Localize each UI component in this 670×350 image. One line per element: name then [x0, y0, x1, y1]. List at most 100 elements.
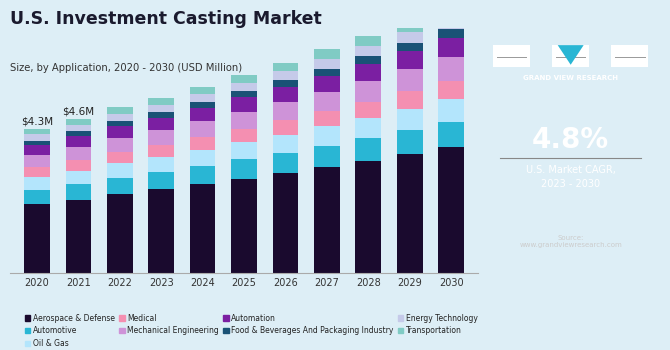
Bar: [438, 38, 464, 57]
Bar: [66, 119, 91, 125]
Bar: [397, 21, 423, 32]
Bar: [24, 145, 50, 155]
Bar: [107, 178, 133, 194]
Bar: [148, 172, 174, 189]
Bar: [66, 171, 91, 184]
Bar: [66, 160, 91, 171]
Bar: [148, 98, 174, 105]
Bar: [148, 118, 174, 130]
Text: 4.8%: 4.8%: [532, 126, 609, 154]
Bar: [438, 17, 464, 29]
Bar: [24, 141, 50, 145]
Bar: [397, 51, 423, 69]
Bar: [66, 131, 91, 136]
Bar: [273, 71, 298, 80]
Bar: [107, 194, 133, 273]
Bar: [107, 113, 133, 121]
Bar: [190, 184, 216, 273]
Bar: [397, 154, 423, 273]
Bar: [273, 87, 298, 102]
Bar: [107, 152, 133, 163]
Bar: [314, 49, 340, 59]
Bar: [273, 120, 298, 135]
Bar: [107, 107, 133, 113]
Bar: [190, 166, 216, 184]
Bar: [148, 157, 174, 172]
Bar: [148, 105, 174, 112]
Bar: [231, 142, 257, 159]
Bar: [66, 147, 91, 160]
Text: Size, by Application, 2020 - 2030 (USD Million): Size, by Application, 2020 - 2030 (USD M…: [10, 63, 242, 73]
Bar: [231, 91, 257, 98]
Bar: [273, 153, 298, 173]
Bar: [24, 190, 50, 204]
Bar: [190, 150, 216, 166]
Bar: [148, 130, 174, 145]
Bar: [24, 129, 50, 134]
Bar: [190, 94, 216, 102]
Bar: [66, 184, 91, 200]
Bar: [24, 177, 50, 190]
Bar: [190, 137, 216, 150]
Bar: [356, 102, 381, 118]
Bar: [66, 125, 91, 131]
Bar: [107, 163, 133, 178]
Bar: [231, 98, 257, 112]
Bar: [314, 146, 340, 167]
Bar: [356, 64, 381, 81]
Bar: [397, 108, 423, 130]
Bar: [356, 46, 381, 56]
Bar: [314, 92, 340, 111]
Bar: [314, 111, 340, 126]
Bar: [66, 199, 91, 273]
Bar: [148, 189, 174, 273]
Bar: [273, 102, 298, 120]
Bar: [24, 167, 50, 177]
Bar: [438, 57, 464, 80]
Bar: [397, 130, 423, 154]
Bar: [356, 138, 381, 161]
Bar: [24, 134, 50, 141]
Bar: [438, 29, 464, 38]
Bar: [314, 59, 340, 69]
Bar: [356, 36, 381, 46]
Bar: [273, 135, 298, 153]
Bar: [397, 91, 423, 108]
Bar: [314, 69, 340, 76]
Legend: Aerospace & Defense, Automotive, Oil & Gas, Medical, Mechanical Engineering, Aut: Aerospace & Defense, Automotive, Oil & G…: [23, 312, 479, 350]
Bar: [273, 173, 298, 273]
Bar: [397, 69, 423, 91]
Bar: [231, 75, 257, 83]
Bar: [438, 122, 464, 147]
Text: GRAND VIEW RESEARCH: GRAND VIEW RESEARCH: [523, 75, 618, 80]
Bar: [356, 161, 381, 273]
Bar: [397, 43, 423, 51]
Bar: [273, 80, 298, 87]
Bar: [24, 155, 50, 167]
Bar: [107, 138, 133, 152]
Bar: [190, 87, 216, 94]
Bar: [438, 99, 464, 122]
Text: Source:
www.grandviewresearch.com: Source: www.grandviewresearch.com: [519, 234, 622, 248]
Bar: [314, 76, 340, 92]
Bar: [438, 6, 464, 17]
Bar: [314, 167, 340, 273]
FancyBboxPatch shape: [612, 45, 649, 67]
Bar: [231, 178, 257, 273]
Bar: [231, 83, 257, 91]
Bar: [356, 81, 381, 102]
Bar: [190, 102, 216, 108]
Bar: [24, 204, 50, 273]
Bar: [66, 136, 91, 147]
Text: $4.3M: $4.3M: [21, 117, 53, 127]
Text: U.S. Investment Casting Market: U.S. Investment Casting Market: [10, 10, 322, 28]
Text: $4.6M: $4.6M: [62, 107, 94, 117]
Bar: [356, 118, 381, 138]
Bar: [148, 145, 174, 157]
Bar: [107, 126, 133, 138]
Bar: [356, 56, 381, 64]
Bar: [231, 112, 257, 129]
Bar: [397, 32, 423, 43]
Polygon shape: [557, 45, 584, 65]
Text: U.S. Market CAGR,
2023 - 2030: U.S. Market CAGR, 2023 - 2030: [526, 165, 616, 189]
